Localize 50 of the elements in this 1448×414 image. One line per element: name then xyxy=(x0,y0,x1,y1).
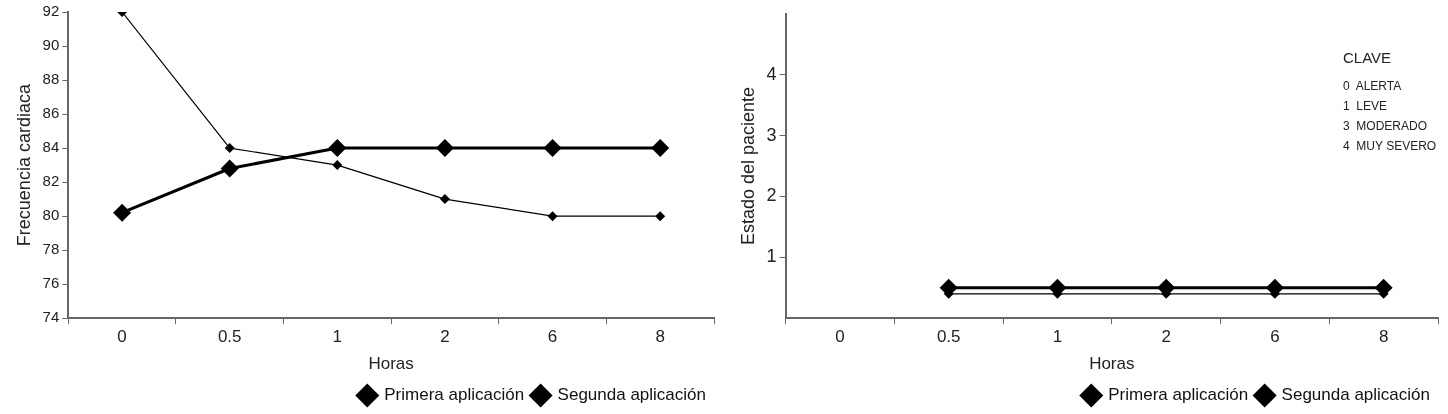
y-tick-label: 1 xyxy=(766,246,777,267)
annotation: CLAVE xyxy=(1343,48,1392,66)
y-tick-label: 86 xyxy=(42,104,60,122)
y-tick-label: 76 xyxy=(42,274,60,292)
legend-label: Primera aplicación xyxy=(384,385,525,405)
point xyxy=(543,139,562,158)
x-tick-label: 6 xyxy=(547,327,558,347)
x-axis-title: Horas xyxy=(368,354,414,374)
x-axis-title: Horas xyxy=(1089,354,1135,374)
point xyxy=(328,139,347,158)
y-tick-label: 90 xyxy=(42,36,60,54)
legend-label: Segunda aplicación xyxy=(557,385,707,405)
y-tick-label: 88 xyxy=(42,70,60,88)
point xyxy=(439,194,450,205)
y-tick-label: 4 xyxy=(766,63,777,84)
annotation: 3 MODERADO xyxy=(1343,119,1428,134)
y-axis-title: Frecuencia cardiaca xyxy=(13,83,34,247)
annotation: 4 MUY SEVERO xyxy=(1343,139,1437,154)
legend-label: Primera aplicación xyxy=(1108,385,1249,405)
y-tick-label: 78 xyxy=(42,240,60,258)
annotation: 1 LEVE xyxy=(1343,99,1388,114)
annotation: 0 ALERTA xyxy=(1343,79,1402,94)
x-tick-label: 0.5 xyxy=(217,327,242,347)
y-tick-label: 84 xyxy=(42,138,60,156)
point xyxy=(113,203,132,222)
point xyxy=(220,159,239,178)
y-axis-title: Estado del paciente xyxy=(737,86,758,246)
x-tick-label: 0.5 xyxy=(936,327,961,347)
legend-label: Segunda aplicación xyxy=(1281,385,1431,405)
y-tick-label: 92 xyxy=(42,2,60,20)
y-tick-label: 2 xyxy=(766,185,777,206)
y-tick-label: 80 xyxy=(42,206,60,224)
x-tick-label: 1 xyxy=(332,327,343,347)
x-tick-label: 2 xyxy=(1161,327,1171,347)
x-tick-label: 1 xyxy=(1052,327,1063,347)
x-tick-label: 6 xyxy=(1270,327,1280,347)
x-tick-label: 0 xyxy=(117,327,127,347)
y-tick-label: 74 xyxy=(42,308,60,326)
x-tick-label: 8 xyxy=(655,327,665,347)
x-tick-label: 2 xyxy=(440,327,450,347)
y-tick-label: 3 xyxy=(766,124,777,145)
point xyxy=(651,139,670,158)
point xyxy=(435,139,454,158)
x-tick-label: 0 xyxy=(835,327,845,347)
point xyxy=(655,211,666,222)
x-tick-label: 8 xyxy=(1378,327,1389,347)
point xyxy=(224,143,235,154)
point xyxy=(547,211,558,222)
point xyxy=(332,160,343,171)
y-tick-label: 82 xyxy=(42,172,60,190)
